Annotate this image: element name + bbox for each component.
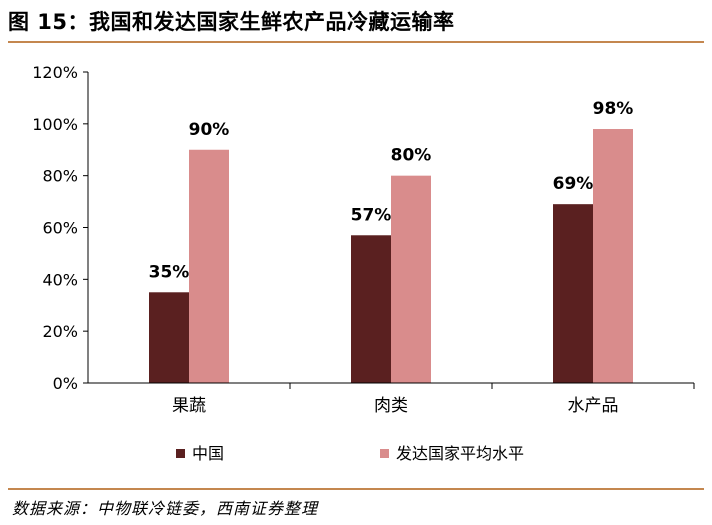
bar-chart: 0% 20% 40% 60% 80% 100% 120% 果蔬 肉类 水产品 35% 90% 57% 8… xyxy=(32,63,695,463)
data-label: 80% xyxy=(391,146,432,166)
y-tick-label: 40% xyxy=(42,270,78,289)
bars-layer xyxy=(149,129,633,383)
x-tick-label: 肉类 xyxy=(374,396,408,416)
bar xyxy=(351,235,391,383)
legend: 中国 发达国家平均水平 xyxy=(176,444,524,463)
axis-layer: 0% 20% 40% 60% 80% 100% 120% 果蔬 肉类 水产品 xyxy=(32,63,695,416)
y-tick-label: 60% xyxy=(42,219,78,238)
x-tick-label: 水产品 xyxy=(568,396,619,416)
data-label: 69% xyxy=(553,174,594,194)
x-tick-label: 果蔬 xyxy=(172,396,206,416)
data-label: 98% xyxy=(593,99,634,119)
source-note: 数据来源：中物联冷链委，西南证券整理 xyxy=(12,499,319,518)
y-tick-label: 0% xyxy=(53,374,78,393)
y-tick-label: 100% xyxy=(32,115,78,134)
source-divider xyxy=(8,488,704,490)
legend-label: 发达国家平均水平 xyxy=(396,444,524,463)
data-label: 90% xyxy=(189,120,230,140)
title-divider xyxy=(8,41,704,43)
legend-swatch xyxy=(176,449,185,458)
bar xyxy=(189,149,229,383)
figure-title: 图 15：我国和发达国家生鲜农产品冷藏运输率 xyxy=(8,10,455,34)
data-label: 35% xyxy=(149,262,190,282)
y-tick-label: 80% xyxy=(42,167,78,186)
legend-swatch xyxy=(380,449,389,458)
bar xyxy=(149,292,189,383)
bar xyxy=(391,175,431,383)
labels-layer: 35% 90% 57% 80% 69% 98% xyxy=(149,99,634,282)
bar xyxy=(553,204,593,383)
bar xyxy=(593,129,633,383)
y-tick-label: 20% xyxy=(42,322,78,341)
legend-label: 中国 xyxy=(192,444,224,463)
data-label: 57% xyxy=(351,205,392,225)
y-tick-label: 120% xyxy=(32,63,78,82)
